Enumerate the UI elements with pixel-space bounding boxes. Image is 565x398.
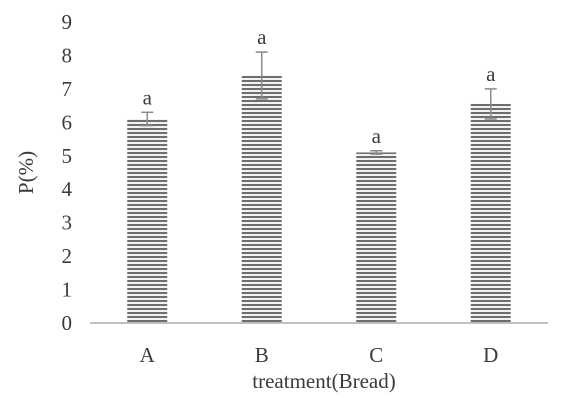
y-tick-label: 8	[62, 43, 73, 67]
significance-label-B: a	[257, 25, 267, 49]
significance-label-A: a	[143, 85, 153, 109]
y-tick-label: 7	[62, 77, 73, 101]
x-tick-label-C: C	[369, 343, 383, 367]
y-tick-label: 0	[62, 311, 73, 335]
y-tick-label: 1	[62, 278, 73, 302]
bar-B	[241, 75, 282, 323]
y-tick-label: 2	[62, 244, 73, 268]
significance-labels-group: a a a a	[143, 25, 497, 148]
error-bars-group	[141, 51, 497, 155]
y-tick-label: 5	[62, 144, 73, 168]
x-tick-label-D: D	[483, 343, 498, 367]
x-tick-label-B: B	[255, 343, 269, 367]
bar-A	[127, 118, 168, 323]
significance-label-C: a	[372, 124, 382, 148]
x-axis-ticks: A B C D	[140, 343, 499, 367]
bar-C	[356, 152, 397, 323]
y-axis-ticks: 0 1 2 3 4 5 6 7 8 9	[62, 10, 73, 335]
x-tick-label-A: A	[140, 343, 156, 367]
y-tick-label: 3	[62, 211, 73, 235]
y-tick-label: 6	[62, 110, 73, 134]
y-tick-label: 9	[62, 10, 73, 34]
bar-D	[470, 103, 511, 323]
bars-group	[127, 75, 511, 323]
y-tick-label: 4	[62, 177, 73, 201]
y-axis-title: P(%)	[14, 151, 38, 194]
x-axis-title: treatment(Bread)	[252, 369, 395, 393]
significance-label-D: a	[486, 62, 496, 86]
